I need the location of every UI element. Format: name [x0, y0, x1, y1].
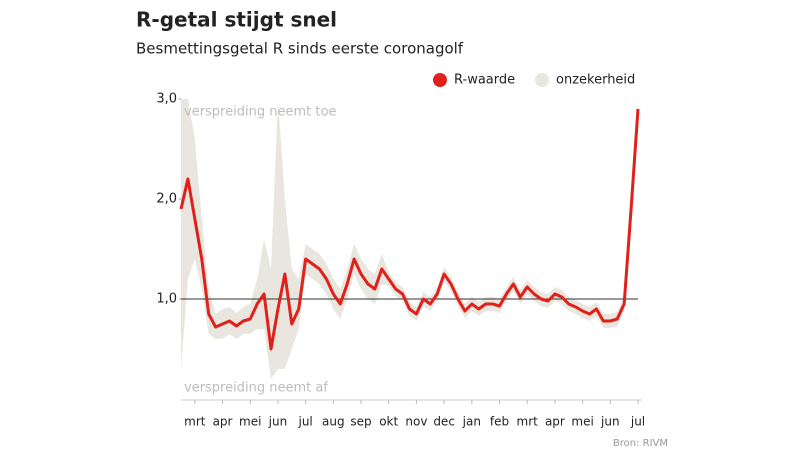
- x-tick-label: feb: [490, 415, 509, 429]
- chart-title: R-getal stijgt snel: [136, 8, 337, 32]
- x-tick-label: sep: [350, 415, 371, 429]
- x-tick-label: jun: [268, 415, 288, 429]
- x-tick-label: jul: [297, 415, 312, 429]
- legend-swatch: [433, 73, 447, 87]
- y-tick-label: 2,0: [156, 192, 177, 207]
- r-line: [179, 108, 640, 351]
- x-tick-label: aug: [322, 415, 345, 429]
- x-tick-label: jul: [630, 415, 645, 429]
- x-tick-label: mei: [239, 415, 261, 429]
- annotation: verspreiding neemt af: [184, 381, 328, 396]
- x-tick-label: mei: [571, 415, 593, 429]
- x-tick-label: mrt: [517, 415, 539, 429]
- x-tick-label: jun: [600, 415, 620, 429]
- x-tick-label: dec: [433, 415, 455, 429]
- x-tick-label: jan: [462, 415, 481, 429]
- x-tick-label: mrt: [184, 415, 206, 429]
- x-tick-label: okt: [379, 415, 398, 429]
- uncertainty-band: [181, 99, 638, 379]
- annotation: verspreiding neemt toe: [184, 105, 336, 120]
- x-tick-label: apr: [545, 415, 565, 429]
- chart-subtitle: Besmettingsgetal R sinds eerste coronago…: [136, 40, 464, 58]
- legend-label: onzekerheid: [556, 73, 635, 88]
- legend-swatch: [535, 73, 549, 87]
- x-tick-label: apr: [213, 415, 233, 429]
- y-tick-label: 3,0: [156, 92, 177, 107]
- source: Bron: RIVM: [613, 438, 668, 449]
- x-tick-label: nov: [405, 415, 427, 429]
- legend-label: R-waarde: [454, 73, 515, 88]
- y-tick-label: 1,0: [156, 292, 177, 307]
